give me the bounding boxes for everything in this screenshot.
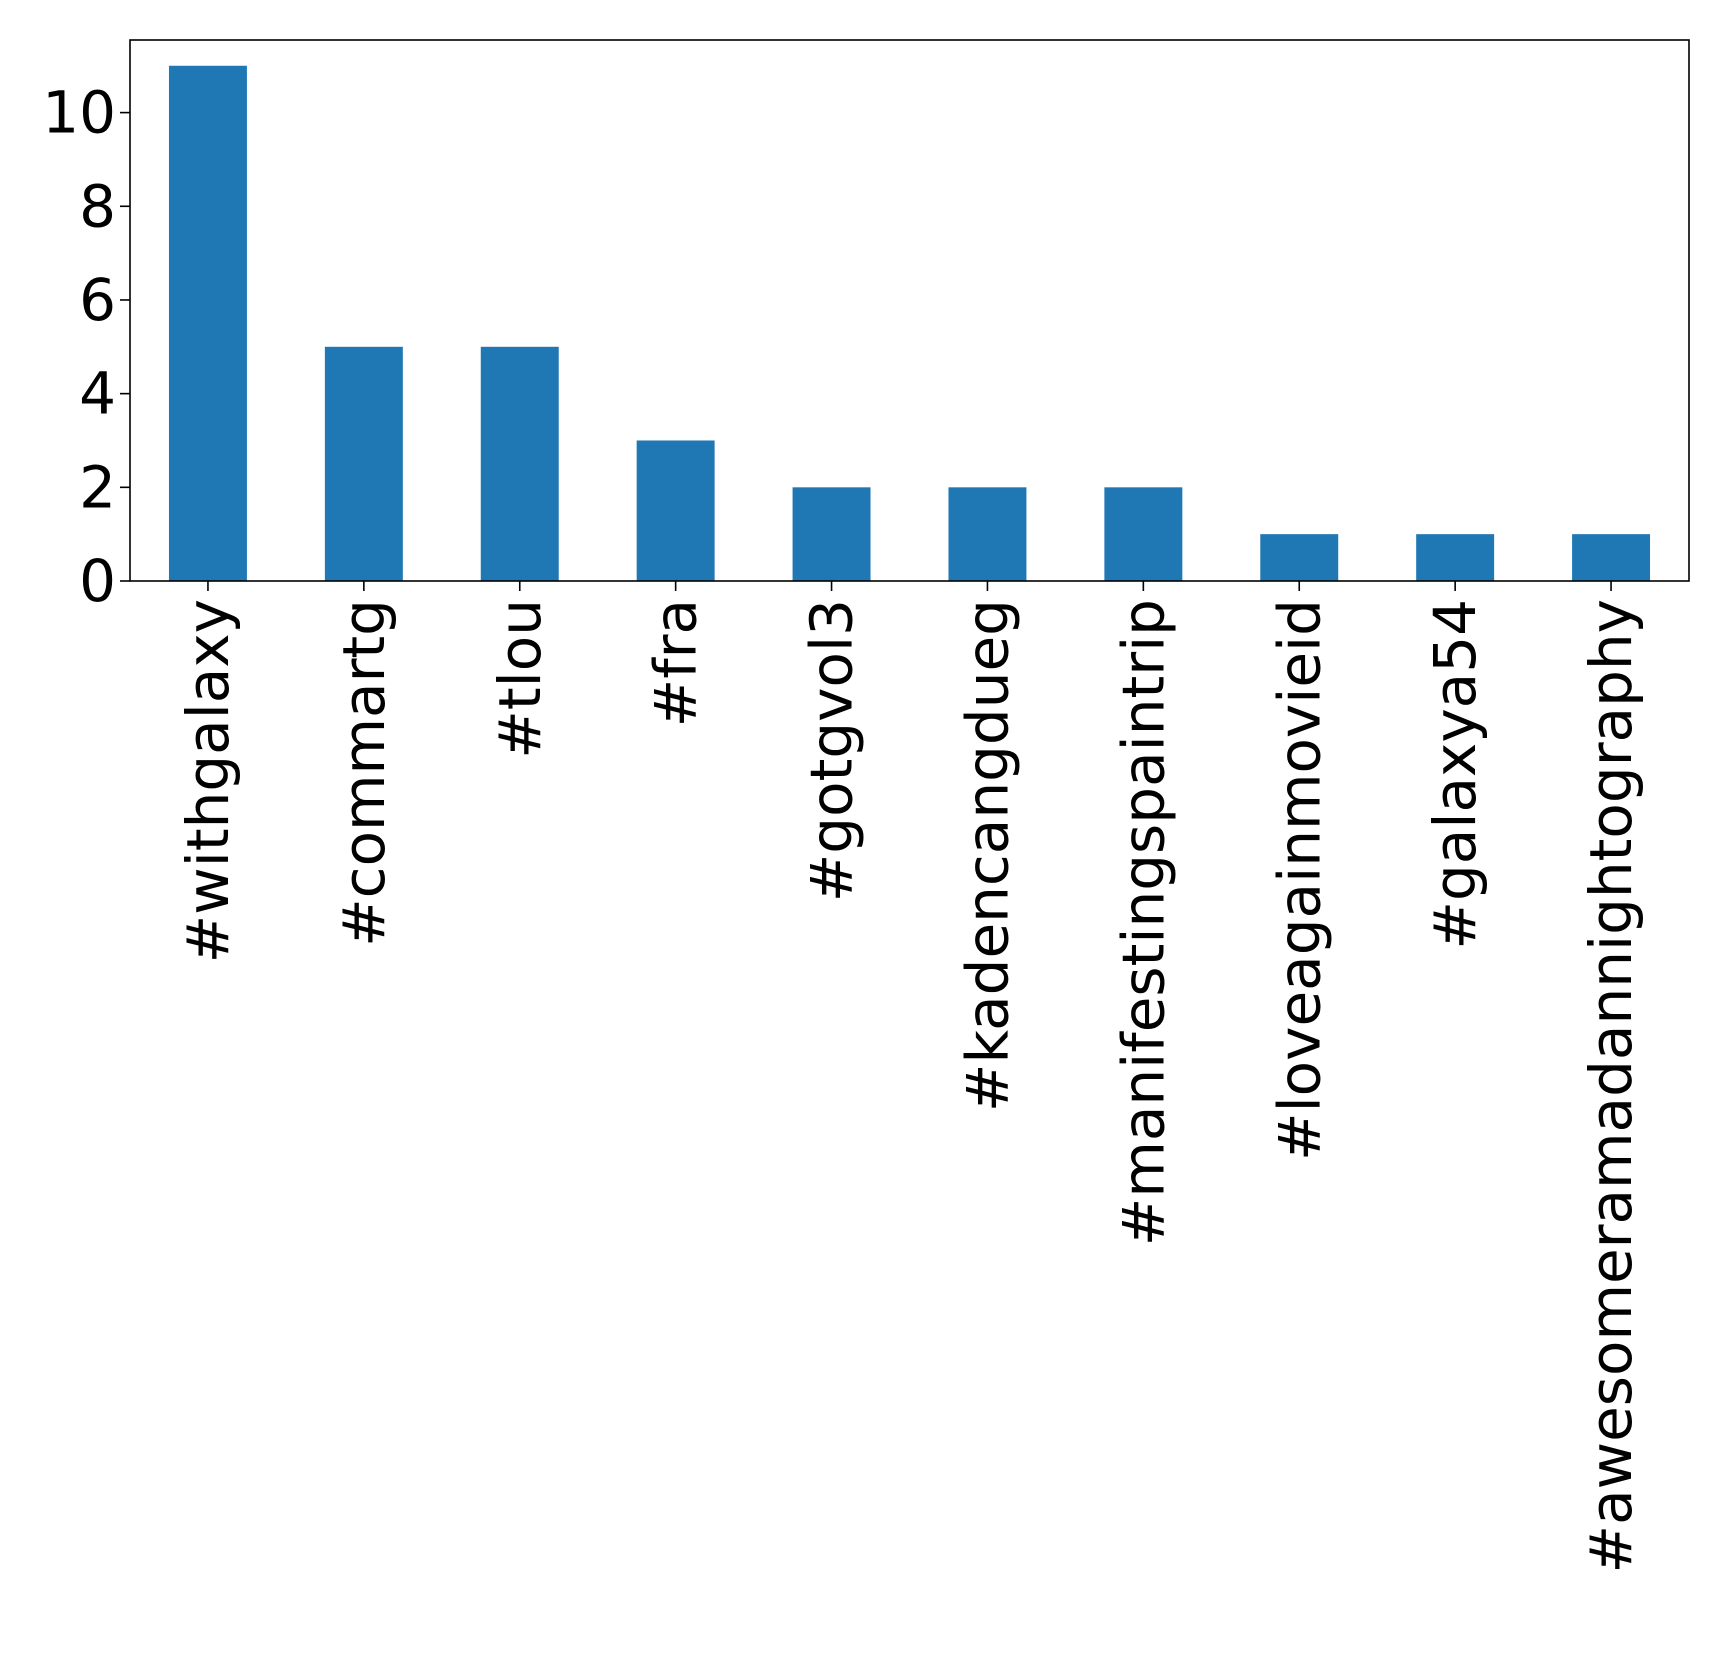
x-axis: #withgalaxy #commartg #tlou #fra #gotgvol3 #k… [174, 581, 1645, 1573]
bar-6 [1104, 487, 1183, 581]
x-tick-label: #fra [642, 599, 710, 727]
x-tick-label: #commartg [330, 599, 398, 947]
bar-7 [1260, 534, 1339, 581]
x-tick-label: #galaxya54 [1421, 599, 1489, 950]
x-tick-label: #tlou [486, 599, 554, 759]
bars-group [168, 65, 1651, 581]
bar-8 [1416, 534, 1495, 581]
x-tick-label: #withgalaxy [174, 599, 242, 963]
x-tick-label: #gotgvol3 [798, 599, 866, 902]
x-tick-label: #loveagainmovieid [1265, 599, 1333, 1161]
y-tick-label: 8 [79, 172, 116, 240]
x-tick-label: #manifestingspaintrip [1109, 599, 1177, 1246]
y-tick-label: 4 [79, 360, 116, 428]
bar-5 [948, 487, 1027, 581]
bar-3 [636, 440, 715, 581]
y-tick-label: 2 [79, 453, 116, 521]
y-tick-label: 10 [42, 79, 116, 147]
bar-1 [324, 346, 403, 581]
y-tick-label: 0 [79, 547, 116, 615]
plot-frame [129, 39, 1690, 582]
bar-4 [792, 487, 871, 581]
bar-9 [1572, 534, 1651, 581]
x-tick-label: #awesomeramadannightography [1577, 599, 1645, 1573]
y-axis: 0 2 4 6 8 10 [42, 79, 130, 615]
x-tick-label: #kadencangdueg [953, 599, 1021, 1112]
bar-0 [168, 65, 247, 581]
bar-2 [480, 346, 559, 581]
y-tick-label: 6 [79, 266, 116, 334]
